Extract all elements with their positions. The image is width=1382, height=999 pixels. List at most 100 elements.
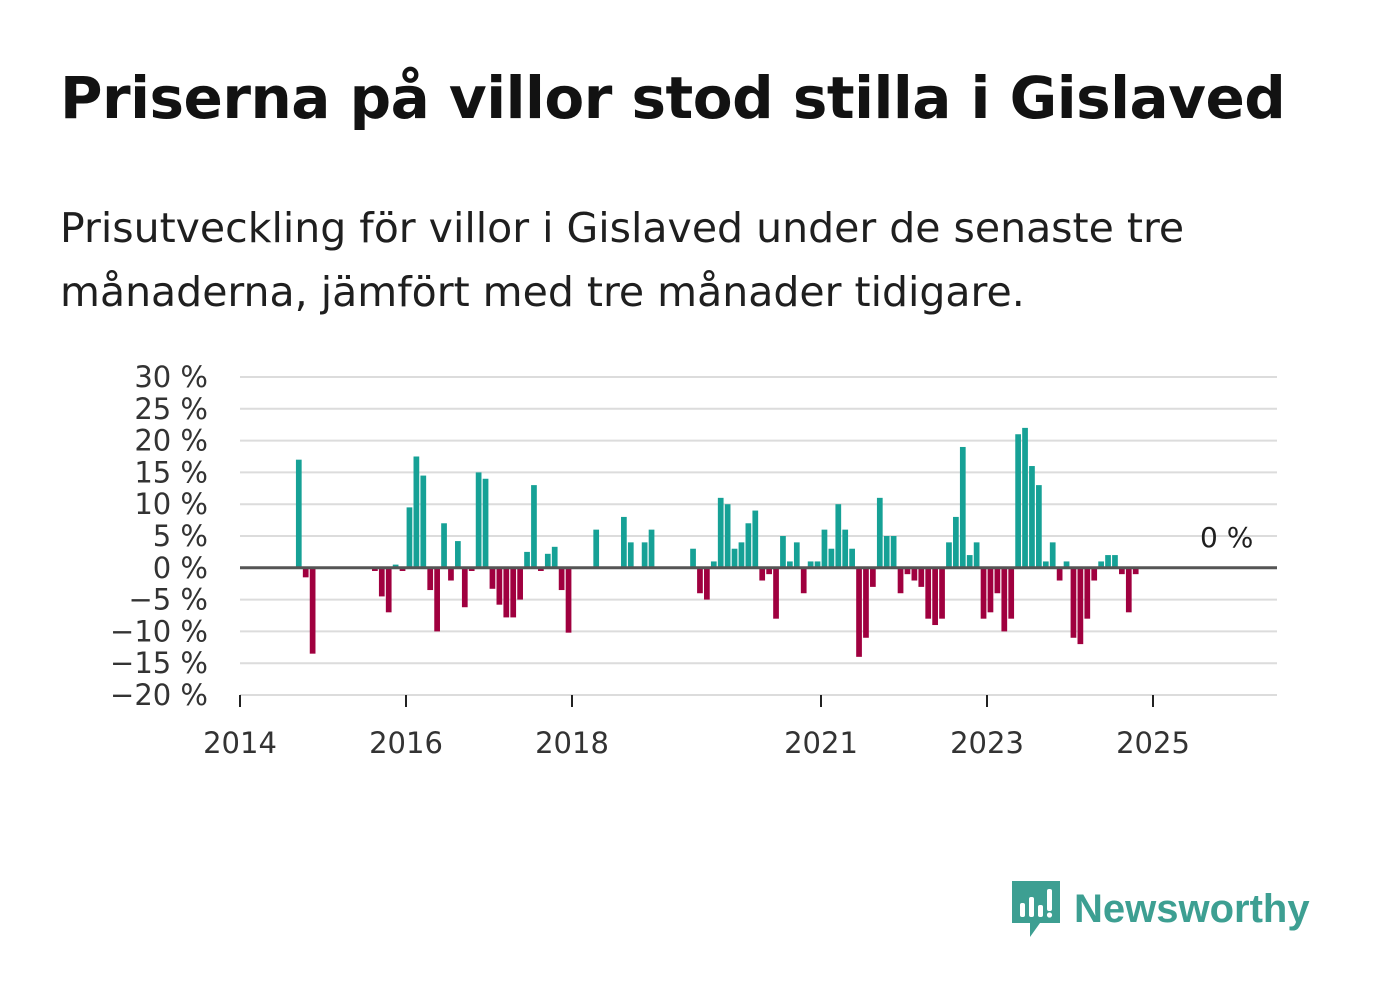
- bar: [697, 567, 703, 594]
- bar: [475, 472, 482, 568]
- bar: [551, 546, 558, 568]
- bar: [427, 567, 434, 591]
- chart-subtitle: Prisutveckling för villor i Gislaved und…: [60, 204, 1185, 316]
- y-tick-label: 5 %: [153, 519, 208, 553]
- x-tick-label: 2016: [369, 726, 443, 760]
- bar: [448, 567, 454, 581]
- bar: [468, 567, 475, 571]
- bar: [565, 567, 572, 633]
- bar: [821, 529, 828, 568]
- bar: [752, 510, 759, 568]
- bar: [1001, 567, 1008, 632]
- bar: [420, 475, 427, 568]
- bar: [489, 567, 496, 589]
- bar: [524, 551, 530, 568]
- y-tick-label: 10 %: [134, 487, 208, 521]
- y-tick-label: −10 %: [110, 614, 208, 648]
- bar: [641, 542, 648, 568]
- bar: [1029, 466, 1035, 568]
- bar: [738, 542, 745, 568]
- bar: [1056, 567, 1063, 581]
- bar: [925, 567, 932, 619]
- bar: [413, 456, 420, 568]
- gridlines: [240, 376, 1277, 696]
- bar: [980, 567, 987, 619]
- last-value-annotation: 0 %: [1200, 521, 1253, 554]
- bar: [787, 561, 793, 568]
- bar: [842, 529, 849, 568]
- y-tick-label: 20 %: [134, 424, 208, 458]
- bar: [807, 561, 814, 568]
- bar: [1022, 427, 1028, 568]
- bar: [1015, 434, 1021, 568]
- bar: [1098, 561, 1104, 568]
- bar: [558, 567, 565, 591]
- bar: [1112, 555, 1118, 568]
- bar: [773, 567, 779, 619]
- bar: [372, 567, 378, 571]
- bar: [302, 567, 309, 578]
- bar: [496, 567, 503, 605]
- bar: [510, 567, 517, 618]
- x-tick-label: 2023: [950, 726, 1024, 760]
- bar: [959, 446, 966, 568]
- newsworthy-logo-icon: [1012, 881, 1060, 937]
- bar: [876, 497, 883, 568]
- bar: [800, 567, 807, 594]
- bar: [1084, 567, 1091, 619]
- bar: [406, 507, 413, 568]
- bar: [378, 567, 385, 597]
- bar: [828, 548, 835, 568]
- bar: [966, 555, 973, 568]
- bar: [1008, 567, 1015, 619]
- bar: [849, 548, 855, 568]
- chart-title: Priserna på villor stod stilla i Gislave…: [60, 64, 1286, 132]
- bar: [648, 529, 655, 568]
- bar: [1091, 567, 1098, 581]
- bars: [295, 427, 1139, 657]
- brand-logo: Newsworthy: [1010, 878, 1310, 940]
- bar: [593, 529, 600, 568]
- bar: [863, 567, 869, 638]
- y-tick-label: 15 %: [134, 455, 208, 489]
- bar: [1132, 567, 1139, 575]
- bar: [627, 542, 634, 568]
- bar: [503, 567, 510, 618]
- bar: [717, 497, 724, 568]
- bar: [399, 567, 406, 571]
- bar: [897, 567, 904, 594]
- bar: [814, 561, 821, 568]
- brand-name: Newsworthy: [1074, 886, 1310, 931]
- bar: [455, 541, 461, 568]
- bar: [883, 536, 890, 568]
- bar: [1042, 561, 1049, 568]
- bar: [295, 459, 302, 568]
- bar: [946, 542, 952, 568]
- bar: [987, 567, 994, 613]
- bar: [309, 567, 316, 654]
- bar: [766, 567, 772, 575]
- y-tick-label: 30 %: [134, 360, 208, 394]
- x-tick-label: 2014: [203, 726, 277, 760]
- bar: [953, 516, 959, 568]
- bar: [904, 567, 911, 575]
- bar: [759, 567, 766, 581]
- bar: [392, 564, 399, 568]
- bar: [531, 485, 537, 568]
- bar: [835, 504, 842, 568]
- bar: [1119, 567, 1125, 575]
- bar: [973, 542, 980, 568]
- bar: [434, 567, 440, 632]
- bar: [517, 567, 523, 600]
- bar: [1125, 567, 1132, 613]
- bar: [1063, 561, 1070, 568]
- bar: [1070, 567, 1077, 638]
- bar: [441, 523, 447, 568]
- bar: [890, 536, 897, 568]
- y-tick-label: −15 %: [110, 646, 208, 680]
- bar: [704, 567, 710, 600]
- bar: [710, 561, 717, 568]
- bar: [793, 542, 800, 568]
- bar: [385, 567, 392, 613]
- bar: [482, 478, 489, 568]
